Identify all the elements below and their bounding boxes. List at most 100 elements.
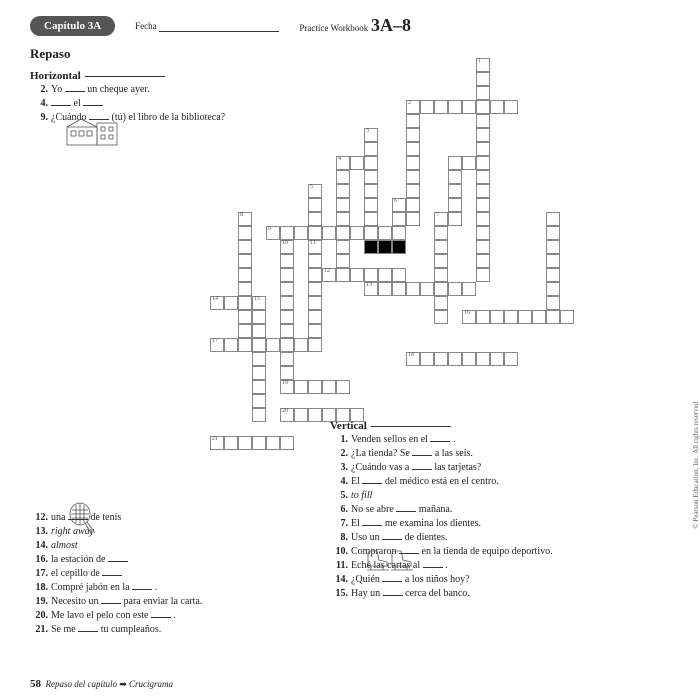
crossword-cell bbox=[392, 282, 406, 296]
crossword-cell bbox=[504, 100, 518, 114]
crossword-cell bbox=[364, 156, 378, 170]
crossword-cell bbox=[476, 72, 490, 86]
crossword-cell bbox=[476, 170, 490, 184]
crossword-cell bbox=[392, 240, 406, 254]
crossword-cell bbox=[238, 324, 252, 338]
clue-item: 19.Necesito un para enviar la carta. bbox=[30, 595, 290, 608]
crossword-cell bbox=[308, 282, 322, 296]
crossword-cell bbox=[280, 436, 294, 450]
crossword-cell: 8 bbox=[238, 212, 252, 226]
crossword-cell bbox=[238, 436, 252, 450]
crossword-cell: 5 bbox=[308, 184, 322, 198]
crossword-cell bbox=[364, 142, 378, 156]
crossword-cell bbox=[546, 254, 560, 268]
crossword-cell bbox=[504, 310, 518, 324]
crossword-cell bbox=[364, 226, 378, 240]
crossword-cell bbox=[350, 226, 364, 240]
crossword-cell bbox=[504, 352, 518, 366]
crossword-cell: 14 bbox=[210, 296, 224, 310]
crossword-cell bbox=[294, 338, 308, 352]
crossword-cell: 16 bbox=[462, 310, 476, 324]
crossword-cell bbox=[308, 324, 322, 338]
crossword-cell: 19 bbox=[280, 380, 294, 394]
crossword-cell bbox=[434, 282, 448, 296]
crossword-cell: 2 bbox=[406, 100, 420, 114]
crossword-cell bbox=[378, 240, 392, 254]
crossword-cell bbox=[364, 184, 378, 198]
crossword-cell bbox=[308, 380, 322, 394]
crossword-cell bbox=[420, 100, 434, 114]
crossword-cell bbox=[280, 226, 294, 240]
crossword-cell: 12 bbox=[322, 268, 336, 282]
crossword-cell bbox=[308, 226, 322, 240]
crossword-cell bbox=[546, 268, 560, 282]
clue-item: 20.Me lavo el pelo con este . bbox=[30, 609, 290, 622]
crossword-cell bbox=[476, 142, 490, 156]
crossword-cell: 10 bbox=[280, 240, 294, 254]
crossword-cell bbox=[518, 310, 532, 324]
crossword-cell bbox=[238, 310, 252, 324]
crossword-cell: 17 bbox=[210, 338, 224, 352]
crossword-cell bbox=[308, 338, 322, 352]
crossword-cell bbox=[252, 394, 266, 408]
crossword-cell bbox=[546, 226, 560, 240]
crossword-cell bbox=[476, 100, 490, 114]
clue-item: 8.Uso un de dientes. bbox=[330, 531, 630, 544]
crossword-cell: 11 bbox=[308, 240, 322, 254]
crossword-cell bbox=[364, 198, 378, 212]
crossword-cell bbox=[434, 310, 448, 324]
crossword-cell bbox=[434, 296, 448, 310]
fecha-label: Fecha bbox=[135, 20, 279, 32]
crossword-cell bbox=[252, 436, 266, 450]
crossword-cell bbox=[252, 324, 266, 338]
crossword-cell bbox=[322, 380, 336, 394]
crossword-cell bbox=[280, 268, 294, 282]
crossword-cell bbox=[280, 254, 294, 268]
crossword-cell bbox=[476, 254, 490, 268]
crossword-cell bbox=[434, 268, 448, 282]
crossword-cell bbox=[406, 128, 420, 142]
crossword-cell bbox=[448, 198, 462, 212]
crossword-cell bbox=[462, 352, 476, 366]
clue-item: 15.Hay un cerca del banco. bbox=[330, 587, 630, 600]
crossword-cell: 6 bbox=[392, 198, 406, 212]
crossword-cell bbox=[476, 156, 490, 170]
copyright-text: © Pearson Education, Inc. All rights res… bbox=[692, 400, 700, 529]
clue-item: 17.el cepillo de bbox=[30, 567, 290, 580]
crossword-cell bbox=[392, 268, 406, 282]
clue-item: 5.to fill bbox=[330, 489, 630, 502]
crossword-cell bbox=[238, 338, 252, 352]
crossword-cell bbox=[546, 212, 560, 226]
clue-item: 1.Venden sellos en el . bbox=[330, 433, 630, 446]
crossword-cell bbox=[238, 240, 252, 254]
crossword-cell bbox=[294, 408, 308, 422]
crossword-cell bbox=[434, 226, 448, 240]
crossword-cell bbox=[448, 212, 462, 226]
clue-item: 16.la estación de bbox=[30, 553, 290, 566]
crossword-cell bbox=[490, 100, 504, 114]
crossword-cell bbox=[434, 254, 448, 268]
clue-item: 21.Se me tu cumpleaños. bbox=[30, 623, 290, 636]
crossword-cell bbox=[476, 114, 490, 128]
clue-item: 14.almost bbox=[30, 539, 290, 552]
building-icon bbox=[65, 115, 120, 147]
crossword-cell bbox=[490, 310, 504, 324]
crossword-cell bbox=[546, 296, 560, 310]
crossword-cell bbox=[322, 226, 336, 240]
crossword-cell bbox=[476, 226, 490, 240]
crossword-cell bbox=[406, 156, 420, 170]
crossword-cell bbox=[308, 296, 322, 310]
crossword-cell: 1 bbox=[476, 58, 490, 72]
crossword-cell bbox=[336, 198, 350, 212]
crossword-cell bbox=[364, 212, 378, 226]
crossword-cell bbox=[448, 184, 462, 198]
chapter-pill: Capítulo 3A bbox=[30, 16, 115, 36]
crossword-cell bbox=[336, 268, 350, 282]
crossword-cell bbox=[448, 156, 462, 170]
crossword-cell bbox=[476, 310, 490, 324]
crossword-cell bbox=[462, 282, 476, 296]
crossword-cell bbox=[252, 408, 266, 422]
crossword-cell bbox=[560, 310, 574, 324]
crossword-cell bbox=[392, 212, 406, 226]
crossword-cell bbox=[280, 366, 294, 380]
